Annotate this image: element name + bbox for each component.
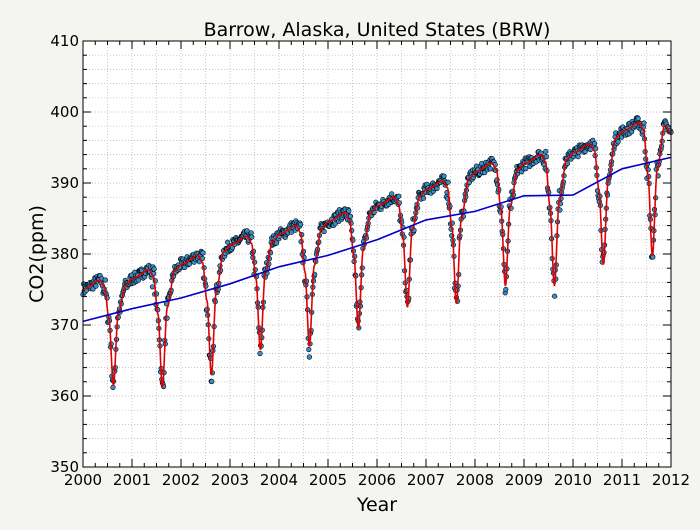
data-point (346, 208, 352, 214)
data-point (575, 154, 581, 160)
data-point (93, 283, 99, 289)
data-point (420, 195, 427, 201)
x-tick-label: 2010 (554, 471, 592, 489)
data-point (641, 120, 647, 126)
data-point (306, 354, 313, 360)
y-tick-label: 390 (50, 174, 79, 192)
data-point (149, 284, 155, 290)
data-point (209, 378, 215, 385)
x-tick-label: 2001 (113, 471, 151, 489)
data-point (135, 277, 141, 283)
data-point (445, 179, 451, 185)
x-tick-label: 2003 (211, 471, 249, 489)
data-point (102, 277, 108, 283)
data-point (186, 261, 192, 267)
seasonal-fit-line (83, 121, 672, 388)
y-axis-label: CO2(ppm) (26, 205, 48, 303)
trend-line (82, 156, 672, 323)
x-tick-label: 2002 (162, 471, 200, 489)
data-point (543, 154, 549, 160)
x-axis: 2000 2001 2002 2003 2004 2005 2006 2007 2008 2009… (64, 471, 690, 489)
data-point (298, 222, 304, 228)
y-tick-label: 380 (50, 245, 79, 263)
data-point (257, 350, 263, 357)
data-point (110, 384, 116, 391)
x-tick-label: 2007 (407, 471, 445, 489)
chart-title: Barrow, Alaska, United States (BRW) (204, 19, 551, 41)
data-points (80, 115, 674, 391)
x-tick-label: 2006 (358, 471, 396, 489)
x-tick-label: 2004 (260, 471, 298, 489)
data-point (200, 250, 206, 256)
data-point (591, 140, 598, 147)
data-point (523, 166, 529, 172)
x-tick-label: 2011 (603, 471, 641, 489)
x-axis-label: Year (356, 494, 397, 516)
x-tick-label: 2009 (505, 471, 543, 489)
x-tick-label: 2012 (652, 471, 690, 489)
data-point (347, 213, 354, 219)
data-point (543, 148, 549, 154)
y-tick-label: 350 (50, 458, 79, 476)
plot-frame (82, 40, 672, 468)
y-tick-label: 410 (50, 32, 79, 50)
data-point (551, 293, 558, 299)
data-point (389, 191, 395, 197)
y-axis: 350 360 370 380 390 400 410 (50, 32, 79, 476)
data-point (615, 139, 621, 145)
data-point (321, 228, 327, 235)
data-point (225, 239, 231, 245)
x-tick-label: 2008 (456, 471, 494, 489)
data-point (244, 228, 250, 234)
data-point (273, 240, 280, 246)
data-point (503, 286, 509, 293)
y-tick-label: 400 (50, 103, 79, 121)
x-tick-label: 2005 (309, 471, 347, 489)
data-point (249, 234, 255, 240)
data-point (635, 115, 641, 122)
data-point (306, 346, 312, 353)
data-point (248, 230, 254, 236)
y-tick-label: 360 (50, 387, 79, 405)
y-tick-label: 370 (50, 316, 79, 334)
data-point (396, 193, 402, 199)
data-point (441, 173, 447, 179)
x-tick-label: 2000 (64, 471, 102, 489)
data-point (151, 266, 157, 272)
